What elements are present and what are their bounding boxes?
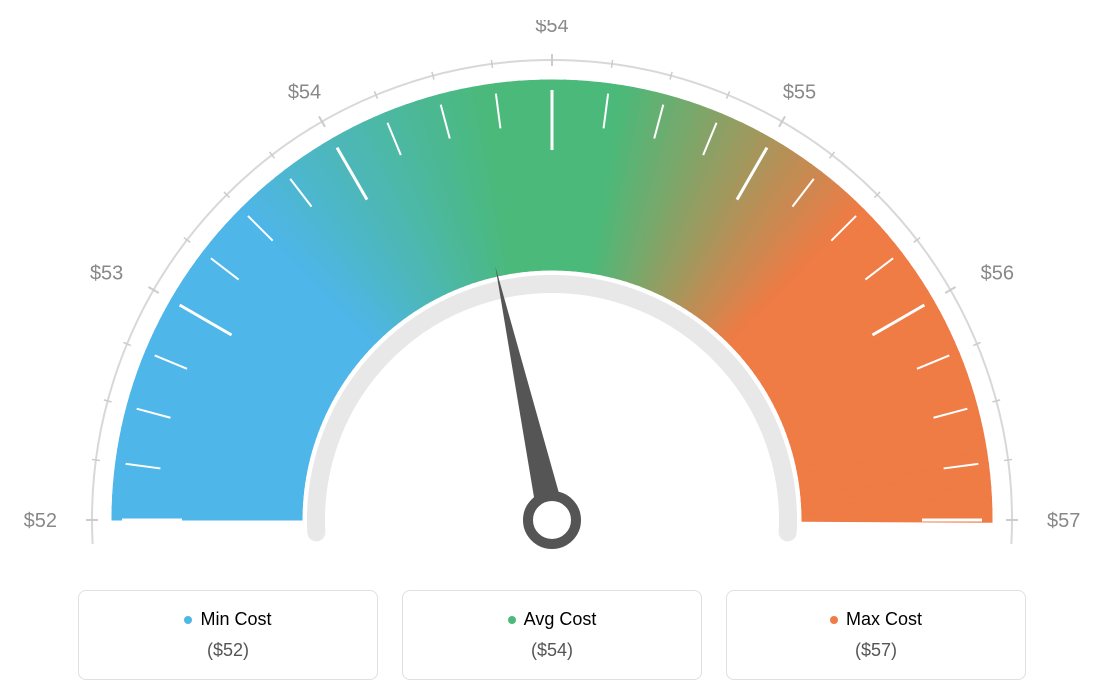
gauge-tick-label: $57 (1047, 510, 1080, 532)
legend-value-min: ($52) (99, 640, 357, 661)
cost-gauge: $52 $53 $54 $54 $55 $56 $57 (20, 20, 1084, 560)
legend-title-min: Min Cost (184, 609, 271, 630)
legend-row: Min Cost ($52) Avg Cost ($54) Max Cost (… (20, 590, 1084, 680)
gauge-container: $52 $53 $54 $54 $55 $56 $57 (20, 20, 1084, 560)
legend-label-avg: Avg Cost (524, 609, 597, 630)
gauge-tick-label: $54 (288, 81, 321, 103)
legend-dot-max (830, 616, 838, 624)
gauge-tick-label: $54 (535, 20, 568, 37)
gauge-tick-label: $56 (981, 263, 1014, 285)
legend-value-avg: ($54) (423, 640, 681, 661)
legend-label-max: Max Cost (846, 609, 922, 630)
legend-title-max: Max Cost (830, 609, 922, 630)
legend-label-min: Min Cost (200, 609, 271, 630)
gauge-needle-pivot (528, 496, 576, 544)
legend-card-max: Max Cost ($57) (726, 590, 1026, 680)
gauge-needle (495, 266, 565, 523)
legend-dot-avg (508, 616, 516, 624)
gauge-tick-label: $55 (783, 81, 816, 103)
legend-title-avg: Avg Cost (508, 609, 597, 630)
legend-card-min: Min Cost ($52) (78, 590, 378, 680)
gauge-tick-label: $53 (90, 263, 123, 285)
legend-card-avg: Avg Cost ($54) (402, 590, 702, 680)
legend-dot-min (184, 616, 192, 624)
legend-value-max: ($57) (747, 640, 1005, 661)
gauge-tick-label: $52 (24, 510, 57, 532)
